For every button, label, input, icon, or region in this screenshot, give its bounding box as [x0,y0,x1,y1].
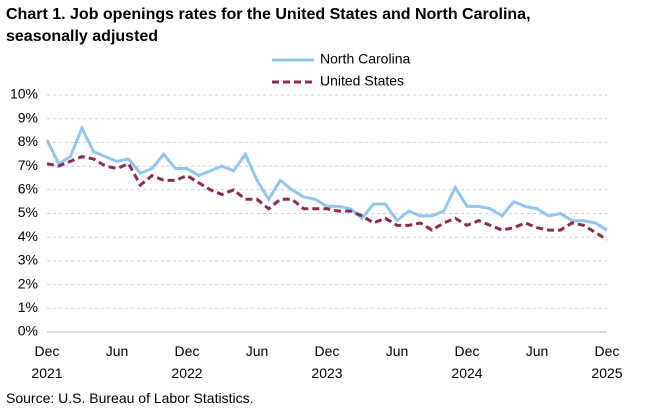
x-tick-label: Jun [106,343,129,359]
legend-label: United States [320,73,404,89]
x-tick-label: Dec 2024 [451,343,482,381]
series-line [46,155,608,241]
y-tick-label: 3% [18,252,38,268]
y-tick-label: 2% [18,275,38,291]
x-tick-label: Jun [526,343,549,359]
legend-label: North Carolina [320,51,410,67]
y-tick-label: 5% [18,204,38,220]
chart-title: Chart 1. Job openings rates for the Unit… [6,6,531,45]
x-tick-label: Dec 2023 [311,343,342,381]
x-tick-label: Dec 2021 [31,343,62,381]
x-tick-label: Dec 2022 [171,343,202,381]
x-tick-label: Jun [246,343,269,359]
y-tick-label: 0% [18,323,38,339]
x-tick-label: Jun [386,343,409,359]
y-tick-label: 1% [18,299,38,315]
y-tick-label: 8% [18,133,38,149]
y-tick-label: 9% [18,109,38,125]
series-line [45,124,608,232]
y-tick-label: 6% [18,181,38,197]
x-tick-label: Dec 2025 [591,343,622,381]
source-note: Source: U.S. Bureau of Labor Statistics. [6,390,254,406]
y-tick-label: 10% [10,86,38,102]
y-tick-label: 7% [18,157,38,173]
y-tick-label: 4% [18,228,38,244]
